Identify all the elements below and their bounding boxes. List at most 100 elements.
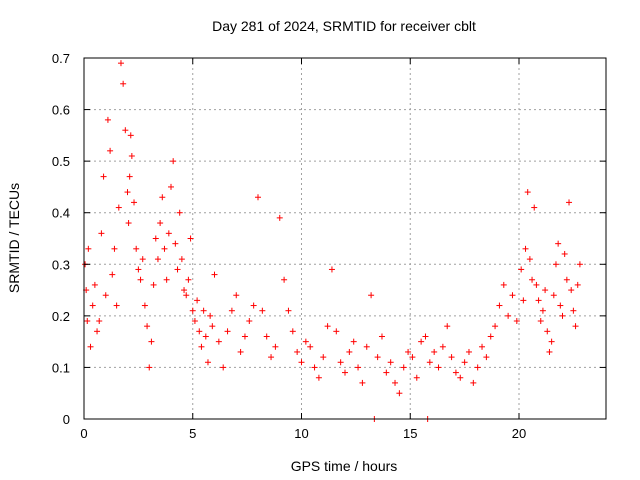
data-point <box>570 307 577 314</box>
data-point <box>241 333 248 340</box>
data-point <box>509 292 516 299</box>
data-point <box>174 266 181 273</box>
data-point <box>131 199 138 206</box>
data-point <box>396 390 403 397</box>
data-point <box>115 204 122 211</box>
data-point <box>107 147 114 154</box>
y-tick-label: 0.4 <box>52 206 70 221</box>
data-point <box>452 369 459 376</box>
data-point <box>87 343 94 350</box>
data-point <box>574 281 581 288</box>
data-point <box>465 348 472 355</box>
data-point <box>479 343 486 350</box>
data-point <box>135 266 142 273</box>
y-tick-label: 0.7 <box>52 51 70 66</box>
data-point <box>559 312 566 319</box>
y-tick-label: 0.3 <box>52 257 70 272</box>
data-point <box>137 276 144 283</box>
data-point <box>496 302 503 309</box>
data-point <box>172 240 179 247</box>
y-tick-label: 0.5 <box>52 154 70 169</box>
data-point <box>435 364 442 371</box>
data-point <box>224 328 231 335</box>
data-point <box>566 199 573 206</box>
data-point <box>342 369 348 376</box>
data-point <box>311 364 318 371</box>
data-point <box>448 354 455 361</box>
y-tick-label: 0 <box>63 412 70 427</box>
data-point <box>268 354 275 361</box>
data-point <box>89 302 96 309</box>
data-point <box>183 292 190 299</box>
data-point <box>133 245 140 252</box>
data-point <box>150 281 157 288</box>
data-point <box>487 333 494 340</box>
data-point <box>413 374 420 381</box>
data-point <box>492 323 499 330</box>
data-point <box>94 328 101 335</box>
data-point <box>555 240 562 247</box>
data-point <box>96 318 103 325</box>
data-point <box>237 348 244 355</box>
data-point <box>355 364 362 371</box>
data-point <box>307 343 314 350</box>
data-point <box>233 292 240 299</box>
y-tick-label: 0.1 <box>52 360 70 375</box>
data-point <box>104 116 111 123</box>
data-point <box>513 318 520 325</box>
data-point <box>529 276 536 283</box>
data-point <box>246 318 253 325</box>
data-point <box>178 256 185 263</box>
data-point <box>524 189 531 196</box>
x-axis-label: GPS time / hours <box>291 458 398 474</box>
data-point <box>211 271 218 278</box>
data-point <box>387 359 394 366</box>
data-point <box>576 261 583 268</box>
data-point <box>392 379 399 386</box>
data-point <box>350 338 357 345</box>
data-point <box>324 323 331 330</box>
data-point <box>505 312 512 319</box>
data-point <box>539 307 546 314</box>
x-tick-label: 20 <box>512 426 526 441</box>
data-point <box>122 127 129 134</box>
data-point <box>422 333 429 340</box>
data-point <box>457 374 464 381</box>
data-point <box>337 359 344 366</box>
data-point <box>159 194 166 201</box>
data-point <box>383 369 390 376</box>
y-tick-label: 0.6 <box>52 103 70 118</box>
data-point <box>189 307 196 314</box>
data-point <box>572 323 579 330</box>
data-point <box>191 318 198 325</box>
plot-frame <box>83 57 607 420</box>
data-point <box>526 256 533 263</box>
data-point <box>139 256 146 263</box>
data-point <box>259 307 266 314</box>
data-point <box>176 209 183 216</box>
data-point <box>204 359 211 366</box>
data-point <box>141 302 148 309</box>
data-point <box>126 173 133 180</box>
data-point <box>165 230 172 237</box>
data-point <box>185 276 192 283</box>
data-point <box>144 323 151 330</box>
data-point <box>285 307 292 314</box>
data-point <box>439 343 446 350</box>
data-point <box>154 256 161 263</box>
data-point <box>113 302 120 309</box>
data-point <box>542 287 549 294</box>
data-point <box>552 261 559 268</box>
data-point <box>557 302 564 309</box>
data-point <box>102 292 109 299</box>
data-point <box>117 60 124 67</box>
data-point <box>255 194 261 201</box>
data-point <box>315 374 322 381</box>
x-tick-label: 10 <box>294 426 308 441</box>
data-point <box>120 80 127 87</box>
x-tick-label: 0 <box>80 426 87 441</box>
data-point <box>196 328 203 335</box>
data-point <box>202 333 209 340</box>
data-point <box>378 333 385 340</box>
data-point <box>91 281 98 288</box>
